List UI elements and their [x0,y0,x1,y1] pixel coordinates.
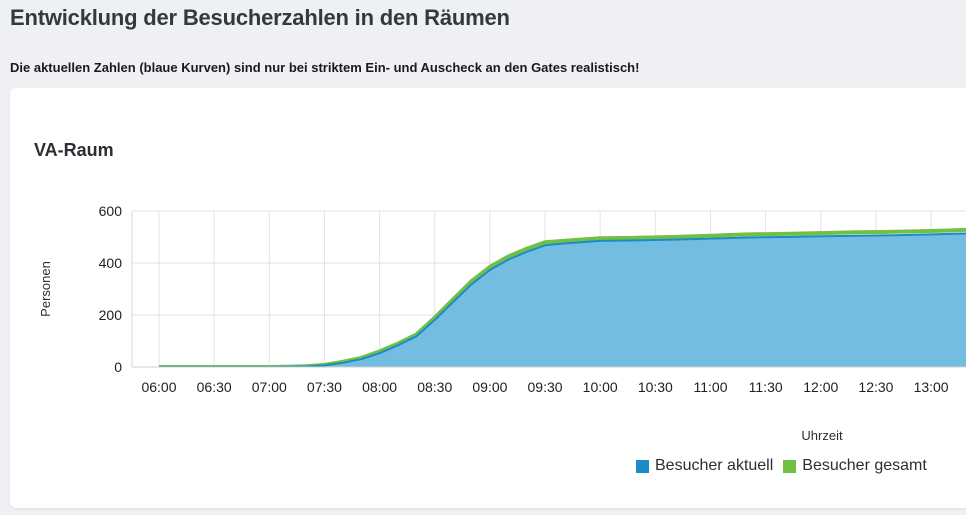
x-tick-label: 08:30 [417,379,452,395]
chart-title: VA-Raum [34,140,114,160]
area-chart: 0 200 400 600 06:00 06:30 07:00 07:30 08:00 08:30… [38,203,966,443]
x-tick-label: 06:30 [197,379,232,395]
y-axis-title: Personen [38,261,53,317]
y-tick-label: 400 [99,255,123,271]
y-tick-label: 0 [114,359,122,375]
legend-swatch-total [783,459,797,473]
x-tick-label: 09:00 [472,379,507,395]
legend-label-current: Besucher aktuell [655,457,774,474]
x-tick-label: 11:00 [694,379,728,395]
series-area-besucher-aktuell [159,233,966,367]
x-tick-label: 11:30 [749,379,783,395]
legend-item-total[interactable]: Besucher gesamt [783,457,927,475]
x-tick-label: 09:30 [528,379,563,395]
y-tick-label: 600 [99,203,123,219]
x-tick-label: 10:30 [638,379,673,395]
x-tick-label: 10:00 [583,379,618,395]
x-tick-label: 06:00 [141,379,176,395]
x-tick-label: 07:00 [252,379,287,395]
x-axis-title: Uhrzeit [801,428,843,443]
chart-card: VA-Raum 0 200 400 600 06:00 06:30 07:00 07:30 08… [10,88,966,508]
page-note: Die aktuellen Zahlen (blaue Kurven) sind… [10,60,640,75]
y-tick-label: 200 [99,307,123,323]
x-tick-label: 07:30 [307,379,342,395]
page-title: Entwicklung der Besucherzahlen in den Rä… [10,5,510,30]
x-tick-label: 12:00 [803,379,838,395]
x-tick-label: 08:00 [362,379,397,395]
x-tick-label: 12:30 [858,379,893,395]
legend-item-current[interactable]: Besucher aktuell [636,457,773,475]
chart-legend: Besucher aktuell Besucher gesamt [636,457,937,475]
x-tick-label: 13:00 [914,379,949,395]
legend-swatch-current [636,459,649,473]
legend-label-total: Besucher gesamt [802,457,927,474]
